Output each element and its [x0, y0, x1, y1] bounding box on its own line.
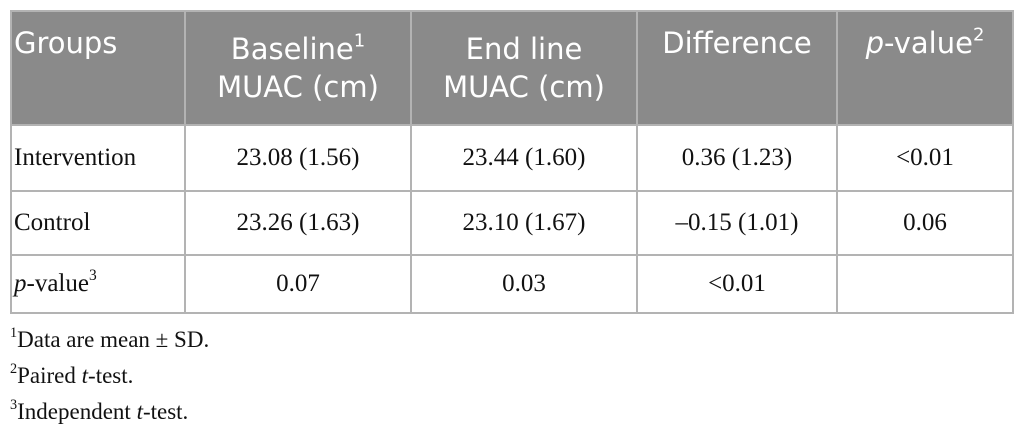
cell: <0.01	[836, 124, 1014, 192]
footnote-text: t	[81, 363, 89, 388]
row: Intervention 23.08 (1.56) 23.44 (1.60) 0…	[10, 124, 1014, 192]
superscript: 1	[353, 30, 366, 52]
footnote-text: t	[136, 399, 143, 424]
header-cell: Baseline1 MUAC (cm)	[184, 10, 412, 126]
footnote-text: Independent	[17, 399, 137, 424]
row-label: p-value3	[10, 254, 186, 314]
footnote-mark: 1	[10, 325, 18, 342]
footnote: 3Independent t-test.	[10, 394, 209, 430]
header-text: -value	[884, 26, 973, 60]
cell: 0.07	[184, 254, 412, 314]
cell: <0.01	[636, 254, 838, 314]
header-cell: Difference	[636, 10, 838, 126]
header-text: p	[865, 26, 885, 60]
footnote-mark: 3	[10, 397, 18, 414]
footnote-text: Paired	[17, 363, 82, 388]
footnote: 2Paired t-test.	[10, 358, 209, 394]
text: -value	[26, 270, 89, 297]
footnotes: 1Data are mean ± SD. 2Paired t-test. 3In…	[10, 322, 209, 430]
header-row: Groups Baseline1 MUAC (cm) End line MUAC (…	[10, 10, 1014, 126]
cell: 23.10 (1.67)	[410, 190, 638, 256]
cell: –0.15 (1.01)	[636, 190, 838, 256]
header-cell: p-value2	[836, 10, 1014, 126]
superscript: 3	[88, 267, 97, 285]
cell: 0.36 (1.23)	[636, 124, 838, 192]
cell: 23.26 (1.63)	[184, 190, 412, 256]
footnote-mark: 2	[10, 361, 18, 378]
italic-text: p	[14, 270, 27, 297]
row: p-value3 0.07 0.03 <0.01	[10, 254, 1014, 314]
header-text: Groups	[14, 26, 118, 60]
empty-cell	[836, 254, 1014, 314]
row: Control 23.26 (1.63) 23.10 (1.67) –0.15 …	[10, 190, 1014, 256]
header-text: Baseline	[230, 32, 354, 66]
row-label: Control	[10, 190, 186, 256]
cell: 0.06	[836, 190, 1014, 256]
header-text: Difference	[662, 26, 812, 60]
cell: 0.03	[410, 254, 638, 314]
footnote-text: -test.	[88, 363, 134, 388]
header-cell: End line MUAC (cm)	[410, 10, 638, 126]
footnote: 1Data are mean ± SD.	[10, 322, 209, 358]
footnote-text: Data are mean ± SD.	[17, 327, 210, 352]
cell: 23.44 (1.60)	[410, 124, 638, 192]
superscript: 2	[972, 24, 985, 46]
data-table: Groups Baseline1 MUAC (cm) End line MUAC (…	[10, 10, 1014, 314]
cell: 23.08 (1.56)	[184, 124, 412, 192]
header-text: MUAC (cm)	[443, 70, 605, 104]
header-text: End line	[465, 32, 583, 66]
footnote-text: -test.	[142, 399, 189, 424]
row-label: Intervention	[10, 124, 186, 192]
header-text: MUAC (cm)	[217, 70, 379, 104]
header-cell: Groups	[10, 10, 186, 126]
